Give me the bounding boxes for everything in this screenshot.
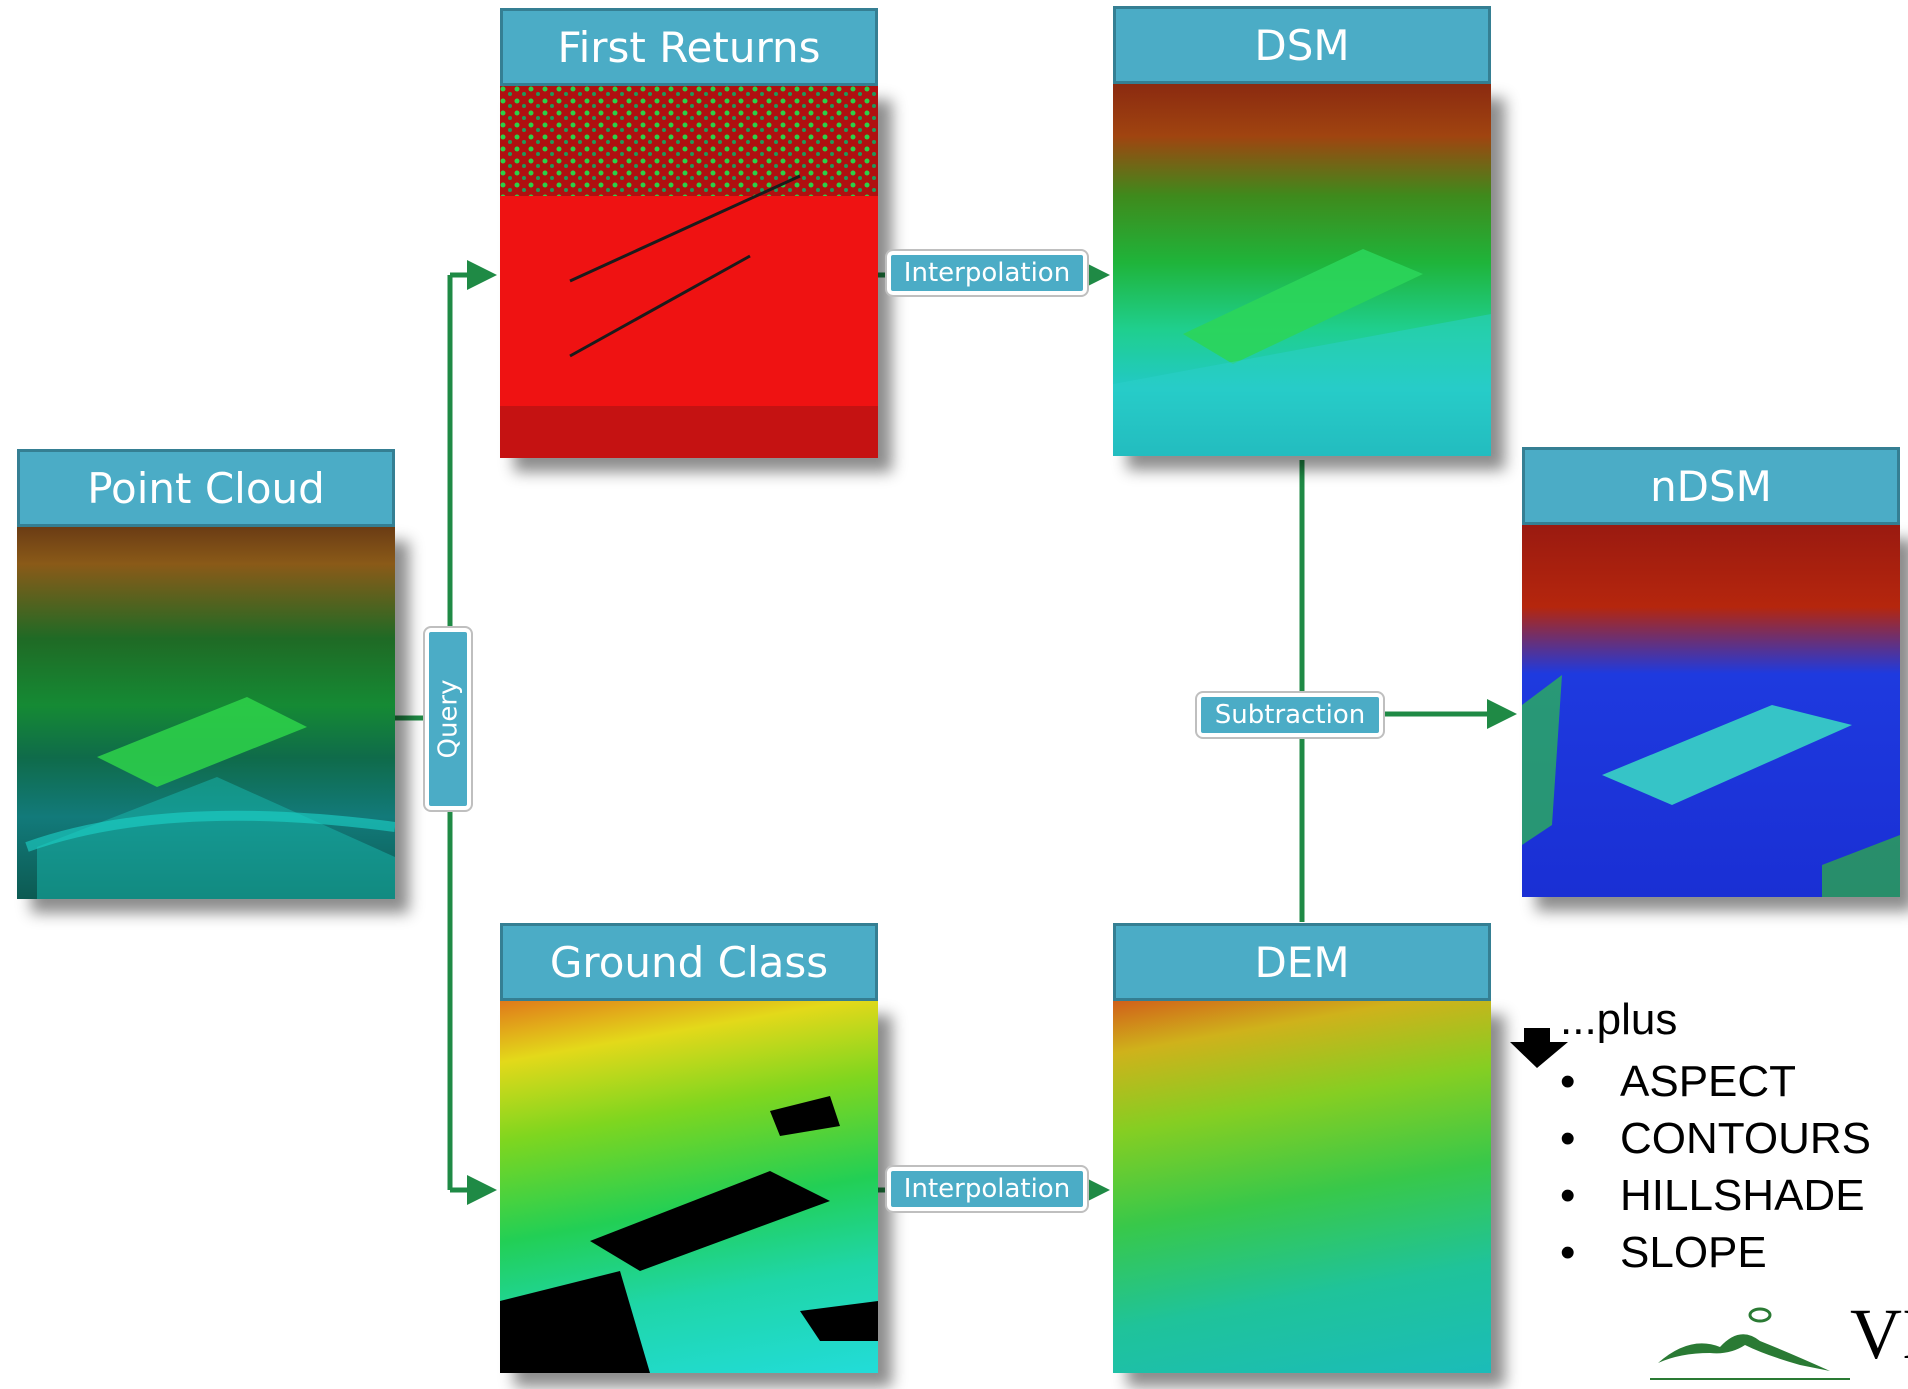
query-label: Query [425, 628, 471, 810]
panel-first-returns: First Returns [500, 8, 878, 458]
extras-item-label: SLOPE [1620, 1228, 1767, 1277]
panel-dem: DEM [1113, 923, 1491, 1373]
logo: VI [1650, 1294, 1908, 1389]
extras-item: • ASPECT [1560, 1053, 1871, 1110]
extras-item-label: ASPECT [1620, 1057, 1797, 1106]
panel-title: DSM [1113, 6, 1491, 84]
extras-item: • HILLSHADE [1560, 1167, 1871, 1224]
extras-list: ...plus • ASPECT • CONTOURS • HILLSHADE • SL… [1560, 995, 1871, 1281]
extras-item: • CONTOURS [1560, 1110, 1871, 1167]
bullet: • [1560, 1114, 1576, 1163]
panel-ground-class: Ground Class [500, 923, 878, 1373]
panel-title: nDSM [1522, 447, 1900, 525]
mountain-logo-icon [1650, 1307, 1850, 1380]
panel-ndsm: nDSM [1522, 447, 1900, 897]
extras-item-label: CONTOURS [1620, 1114, 1871, 1163]
panel-title: First Returns [500, 8, 878, 86]
dsm-image [1113, 84, 1491, 456]
extras-item-label: HILLSHADE [1620, 1171, 1865, 1220]
panel-title: Ground Class [500, 923, 878, 1001]
point-cloud-image [17, 527, 395, 899]
ground-class-image [500, 1001, 878, 1373]
first-returns-image [500, 86, 878, 458]
panel-point-cloud: Point Cloud [17, 449, 395, 899]
ndsm-image [1522, 525, 1900, 897]
extras-item: • SLOPE [1560, 1224, 1871, 1281]
panel-dsm: DSM [1113, 6, 1491, 456]
bullet: • [1560, 1057, 1576, 1106]
interpolation-label-top: Interpolation [887, 251, 1087, 295]
extras-heading: ...plus [1560, 995, 1678, 1044]
subtraction-label: Subtraction [1197, 693, 1383, 737]
bullet: • [1560, 1171, 1576, 1220]
interpolation-label-bottom: Interpolation [887, 1167, 1087, 1211]
arrow-down-icon [1510, 1028, 1568, 1068]
panel-title: DEM [1113, 923, 1491, 1001]
query-label-text: Query [433, 679, 464, 759]
panel-title: Point Cloud [17, 449, 395, 527]
bullet: • [1560, 1228, 1576, 1277]
dem-image [1113, 1001, 1491, 1373]
logo-text: VI [1850, 1294, 1908, 1374]
